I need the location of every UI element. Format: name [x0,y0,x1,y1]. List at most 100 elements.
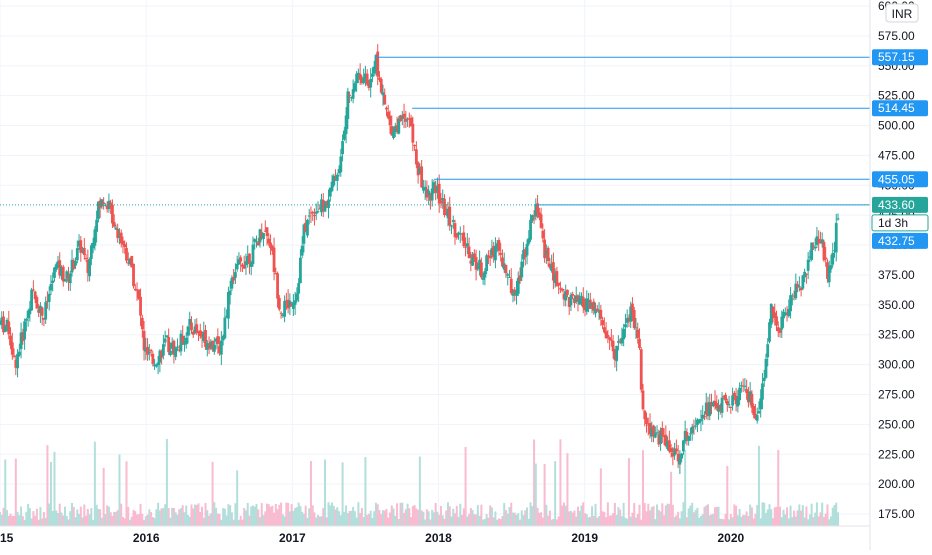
candle-body [251,244,255,264]
volume-bar [584,513,587,526]
volume-bar [824,513,827,526]
candle-body [253,239,257,242]
candle-body [119,232,123,244]
volume-bar [684,450,687,526]
volume-bar [464,446,467,526]
volume-bar [283,516,286,526]
candle-body [390,126,394,136]
candle-body [169,351,172,356]
volume-bar [123,518,126,526]
y-tick-label: 250.00 [878,417,915,431]
candle-body [223,317,227,339]
time-axis[interactable]: 2015 2016 2017 2018 2019 2020 [0,525,870,545]
candle-body [269,242,272,249]
volume-bar [42,512,45,526]
volume-bar [438,514,441,526]
volume-bar [789,505,792,526]
candle-body [578,297,582,305]
candle-body [499,252,503,255]
candle-body [555,271,559,286]
candle-body [685,432,689,439]
volume-bar [661,503,664,526]
volume-bar [18,515,21,526]
volume-bar [165,439,168,526]
candle-body [573,298,576,304]
candle-body [392,131,395,139]
candle-body [780,316,784,330]
candle-body [597,311,601,313]
candle-body [407,118,411,120]
volume-bar [404,509,407,526]
volume-bar [355,517,358,526]
candle-body [550,265,554,272]
volume-bar [740,516,743,526]
volume-bar [473,514,476,526]
candle-body [65,271,69,279]
volume-bar [53,451,56,526]
volume-bar [598,515,601,526]
volume-bar [130,516,133,526]
volume-bar [185,505,188,526]
volume-bar [721,518,724,526]
candle-body [557,282,561,286]
candle-body [418,168,422,174]
candle-body [153,364,156,367]
candle-body [757,411,761,414]
candle-body [718,405,722,411]
candle-body [234,272,237,278]
volume-bar [796,510,799,526]
candle-body [332,175,336,186]
candle-body [738,387,742,401]
candle-body [471,254,474,266]
candle-body [479,262,483,278]
volume-bar [37,519,40,526]
candle-body [89,245,93,259]
volume-bar [605,517,608,526]
candle-body [28,308,32,315]
volume-bar [264,511,267,526]
volume-bar [167,508,170,526]
candle-body [797,286,801,288]
candle-body [123,244,127,248]
volume-bar [666,503,669,526]
price-axis[interactable]: 175.00 200.00 225.00 250.00 275.00 300.00 325.… [869,0,915,550]
candle-body [111,204,114,224]
candle-body [414,149,418,165]
volume-bar [315,517,318,526]
candle-body [650,428,654,437]
candle-body [813,246,817,249]
volume-bar [817,516,820,526]
countdown-label: 1d 3h [878,216,908,230]
candle-body [351,89,355,99]
volume-bar [360,507,363,526]
volume-bar [4,459,7,526]
volume-bar [35,508,38,526]
candle-body [400,116,404,119]
candle-body [441,198,445,201]
volume-bar [341,462,344,526]
candle-body [126,262,130,264]
currency-badge[interactable]: INR [885,3,919,23]
candle-body [632,310,636,329]
candle-body [198,330,202,337]
volume-bar [578,511,581,526]
candle-body [822,241,826,261]
candle-body [23,321,26,340]
y-tick-label: 475.00 [878,148,915,162]
candle-body [84,257,88,260]
volume-bar [747,515,750,526]
volume-bar [49,461,52,526]
volume-bar [127,506,130,526]
volume-bar [369,510,372,526]
volume-bar [116,510,119,526]
candle-body [82,248,86,255]
volume-bar [569,510,572,526]
candle-body [443,198,446,216]
volume-bar [229,505,232,526]
volume-bar [222,508,225,526]
volume-bar [106,505,109,526]
volume-bar [183,512,186,526]
candle-body [17,351,21,356]
